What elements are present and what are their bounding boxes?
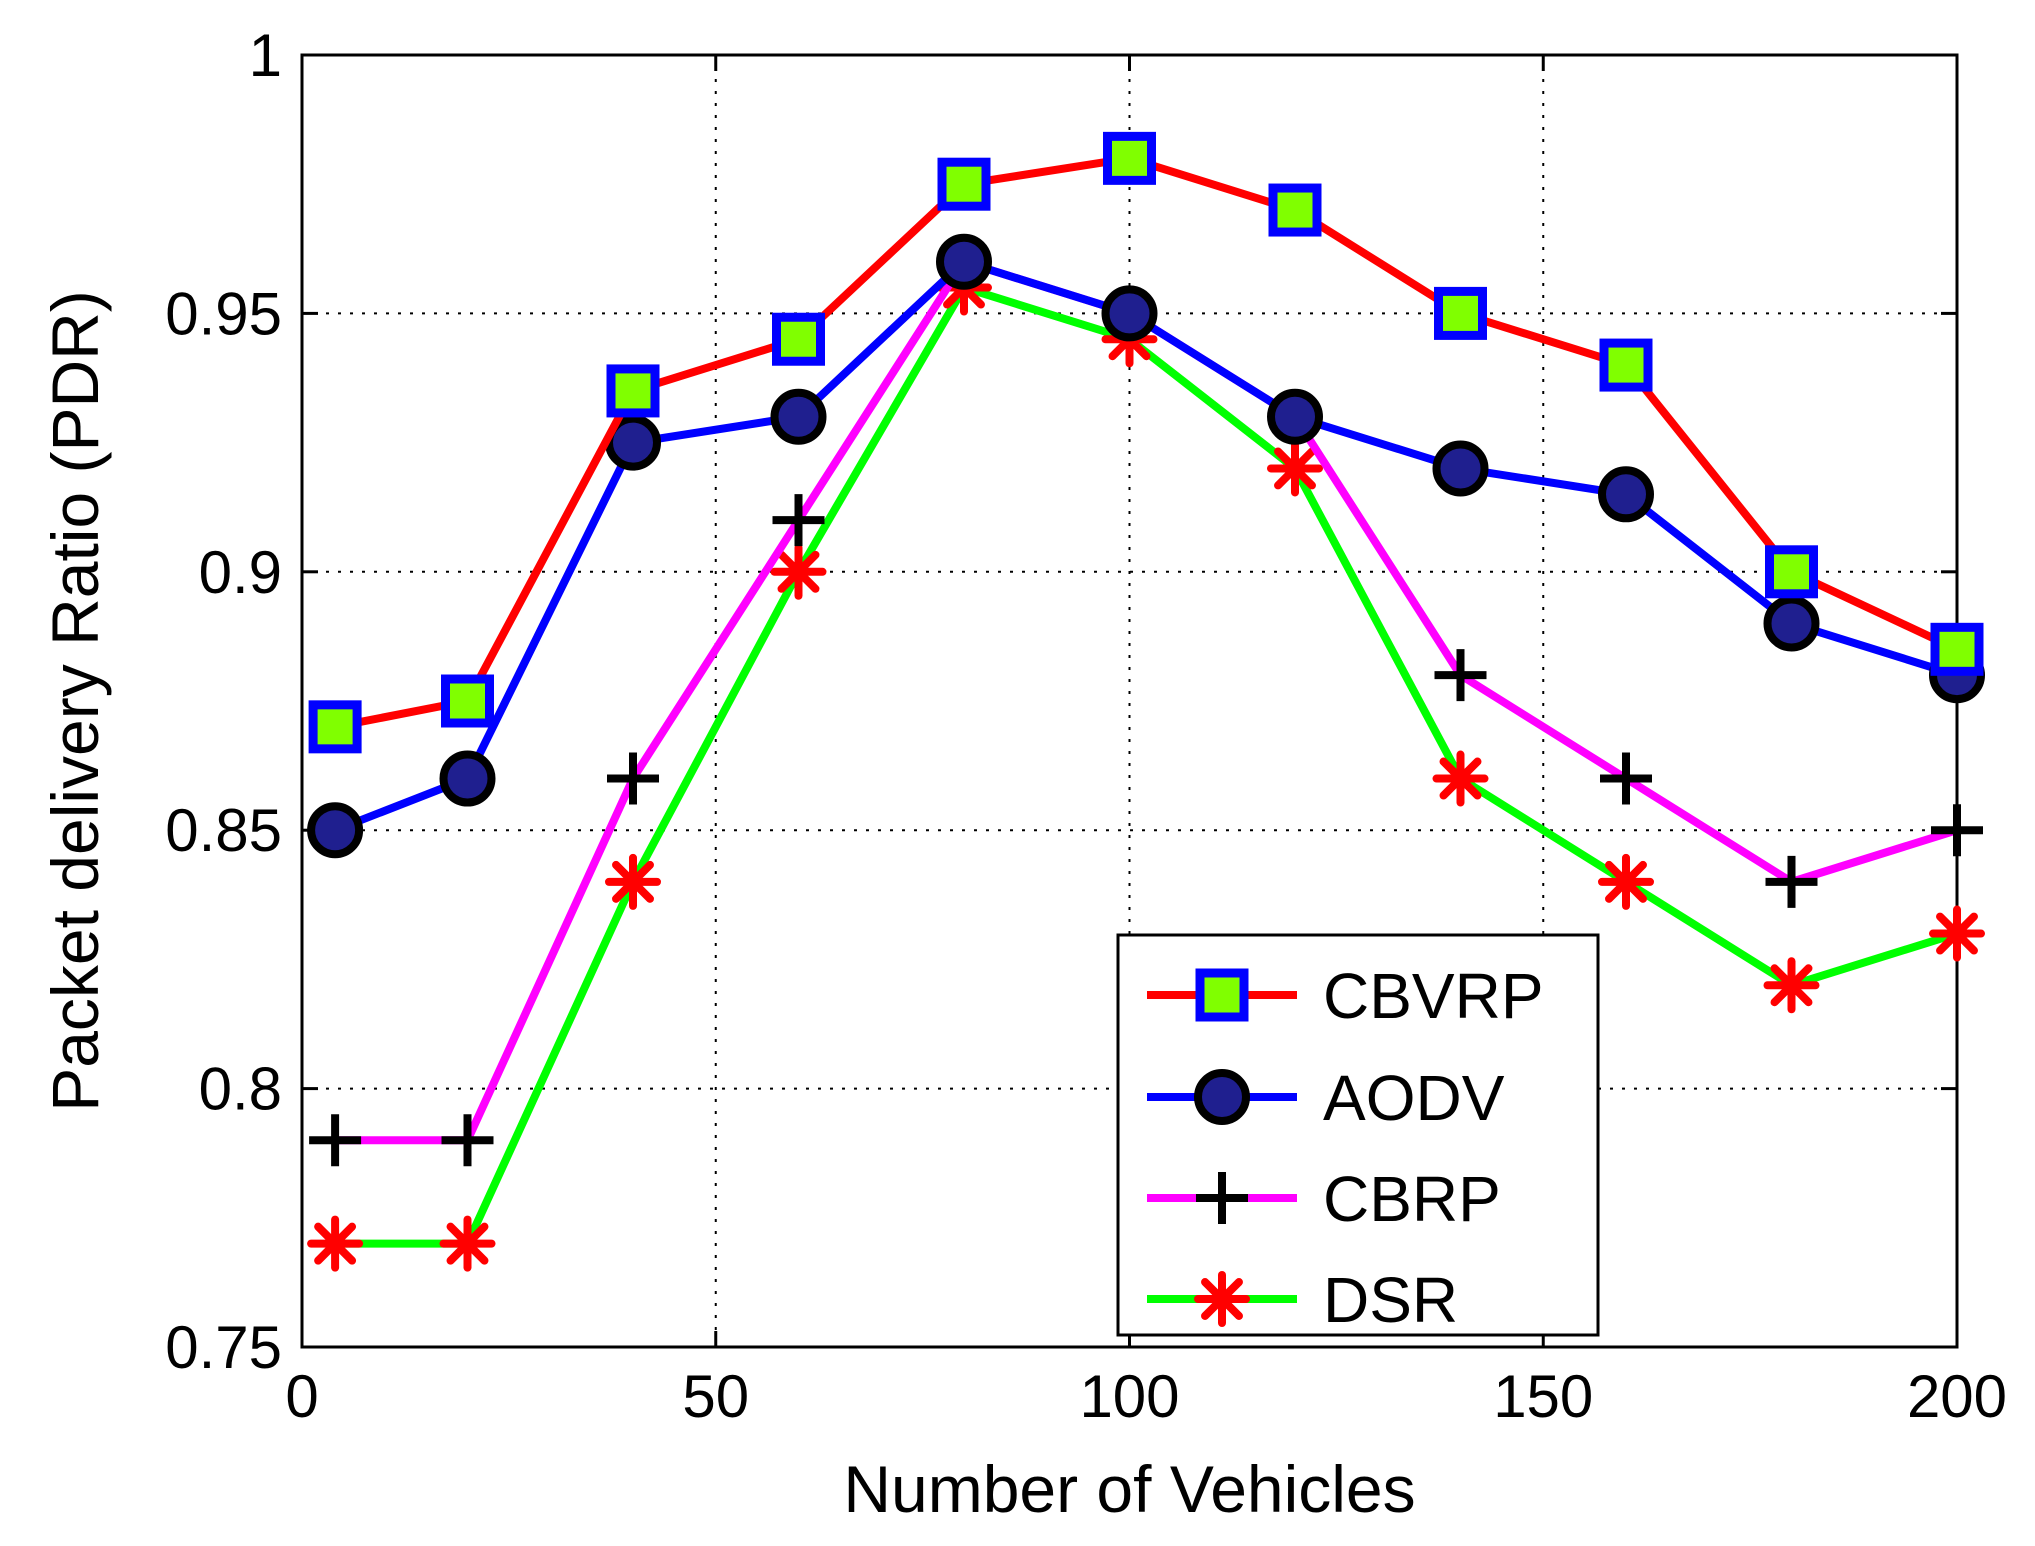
x-axis-title: Number of Vehicles xyxy=(843,1452,1415,1526)
data-point-cbrp xyxy=(441,1114,494,1167)
series-aodv xyxy=(307,233,1985,859)
axis-ticks: 0 50 100 150 200 0.75 0.8 0.85 0.9 0.95 1 xyxy=(165,22,2007,1430)
legend: CBVRP AODV CBRP DSR xyxy=(1116,933,1600,1337)
data-point-aodv xyxy=(936,233,992,290)
data-point-dsr xyxy=(1267,440,1323,497)
data-point-cbvrp xyxy=(1765,545,1818,599)
legend-label-cbrp: CBRP xyxy=(1323,1163,1501,1235)
series-cbvrp xyxy=(308,131,1984,754)
x-tick-label: 100 xyxy=(1079,1363,1179,1430)
data-point-dsr xyxy=(1432,750,1489,807)
data-point-aodv xyxy=(439,750,496,807)
data-point-cbvrp xyxy=(1103,131,1156,185)
legend-item-cbvrp: CBVRP xyxy=(1147,960,1544,1032)
legend-marker-cbrp xyxy=(1196,1172,1248,1224)
y-tick-label: 0.9 xyxy=(199,539,282,606)
data-point-cbrp xyxy=(1765,855,1818,908)
data-point-cbrp xyxy=(1434,649,1487,702)
x-tick-label: 200 xyxy=(1907,1363,2007,1430)
data-point-cbrp xyxy=(1600,752,1652,805)
data-point-cbvrp xyxy=(308,700,362,754)
data-point-cbvrp xyxy=(1930,622,1984,676)
data-point-cbrp xyxy=(772,494,825,547)
legend-item-aodv: AODV xyxy=(1147,1062,1505,1134)
data-point-cbvrp xyxy=(772,312,825,366)
legend-label-cbvrp: CBVRP xyxy=(1323,960,1544,1032)
data-point-cbvrp xyxy=(1434,286,1487,340)
y-tick-label: 0.75 xyxy=(165,1314,282,1381)
x-tick-label: 0 xyxy=(285,1363,318,1430)
y-tick-label: 0.8 xyxy=(199,1056,282,1123)
data-point-aodv xyxy=(1101,285,1158,342)
data-point-aodv xyxy=(1432,440,1489,497)
legend-item-cbrp: CBRP xyxy=(1147,1163,1501,1235)
y-tick-label: 1 xyxy=(249,22,282,89)
data-point-dsr xyxy=(1929,905,1985,962)
data-point-cbvrp xyxy=(1599,338,1653,392)
data-point-aodv xyxy=(1763,595,1820,652)
x-tick-label: 50 xyxy=(682,1363,749,1430)
y-axis-title: Packet delivery Ratio (PDR) xyxy=(38,290,112,1112)
legend-marker-aodv xyxy=(1194,1069,1250,1125)
series-group xyxy=(307,131,1985,1272)
data-point-dsr xyxy=(605,853,661,910)
data-point-dsr xyxy=(439,1215,496,1272)
data-point-aodv xyxy=(770,388,827,445)
data-point-aodv xyxy=(307,802,364,859)
legend-marker-cbvrp xyxy=(1195,968,1249,1022)
y-tick-label: 0.85 xyxy=(165,797,282,864)
legend-marker-dsr xyxy=(1194,1271,1250,1327)
data-point-aodv xyxy=(1267,388,1323,445)
data-point-dsr xyxy=(770,543,827,600)
data-point-dsr xyxy=(1598,853,1654,910)
data-point-cbrp xyxy=(309,1114,362,1167)
data-point-aodv xyxy=(1598,466,1654,523)
legend-label-dsr: DSR xyxy=(1323,1264,1458,1336)
data-point-cbvrp xyxy=(606,364,660,418)
x-tick-label: 150 xyxy=(1493,1363,1593,1430)
data-point-dsr xyxy=(1763,957,1820,1014)
data-point-cbvrp xyxy=(441,674,494,728)
y-tick-label: 0.95 xyxy=(165,280,282,347)
legend-label-aodv: AODV xyxy=(1323,1062,1505,1134)
data-point-dsr xyxy=(307,1215,364,1272)
data-point-cbrp xyxy=(1931,804,1983,857)
data-point-cbvrp xyxy=(937,157,991,211)
data-point-cbvrp xyxy=(1268,183,1322,237)
data-point-cbrp xyxy=(607,752,659,805)
legend-item-dsr: DSR xyxy=(1147,1264,1458,1336)
